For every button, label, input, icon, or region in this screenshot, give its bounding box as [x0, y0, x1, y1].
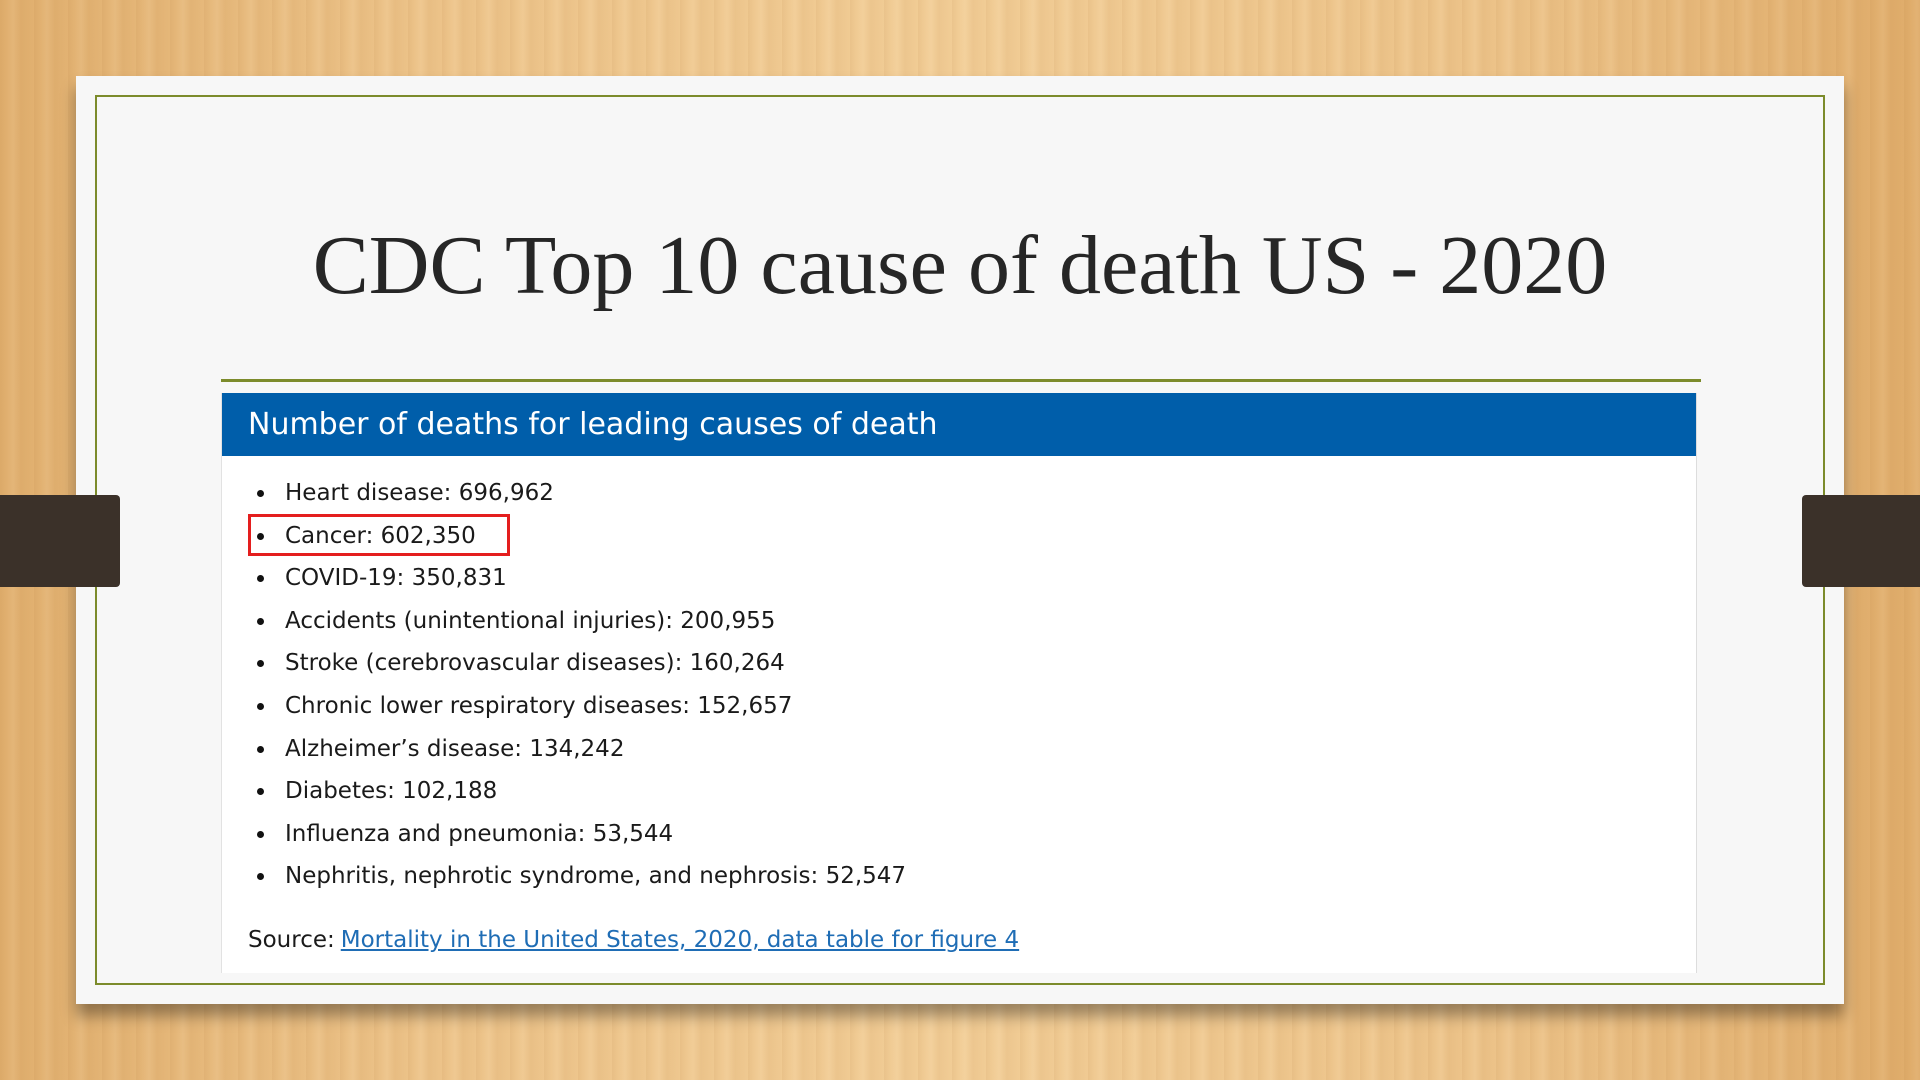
- right-binder-tab: [1802, 495, 1920, 587]
- list-item: Accidents (unintentional injuries): 200,…: [222, 600, 906, 643]
- list-item: COVID-19: 350,831: [222, 557, 906, 600]
- title-divider: [221, 379, 1701, 382]
- list-item: Nephritis, nephrotic syndrome, and nephr…: [222, 855, 906, 898]
- source-label: Source:: [248, 927, 335, 953]
- list-item: Influenza and pneumonia: 53,544: [222, 813, 906, 856]
- left-binder-tab: [0, 495, 120, 587]
- list-item-highlighted: Cancer: 602,350: [222, 515, 906, 558]
- source-line: Source: Mortality in the United States, 2…: [248, 925, 1019, 955]
- list-item: Stroke (cerebrovascular diseases): 160,2…: [222, 642, 906, 685]
- card-header: Number of deaths for leading causes of d…: [222, 393, 1696, 456]
- source-link[interactable]: Mortality in the United States, 2020, da…: [340, 927, 1020, 953]
- highlight-box: [248, 514, 510, 556]
- deaths-card: Number of deaths for leading causes of d…: [221, 393, 1697, 973]
- list-item: Heart disease: 696,962: [222, 472, 906, 515]
- slide-title: CDC Top 10 cause of death US - 2020: [312, 219, 1608, 312]
- list-item: Alzheimer’s disease: 134,242: [222, 728, 906, 771]
- slide: CDC Top 10 cause of death US - 2020 Numb…: [76, 76, 1844, 1004]
- cause-list: Heart disease: 696,962 Cancer: 602,350 C…: [222, 472, 906, 898]
- list-item: Chronic lower respiratory diseases: 152,…: [222, 685, 906, 728]
- list-item: Diabetes: 102,188: [222, 770, 906, 813]
